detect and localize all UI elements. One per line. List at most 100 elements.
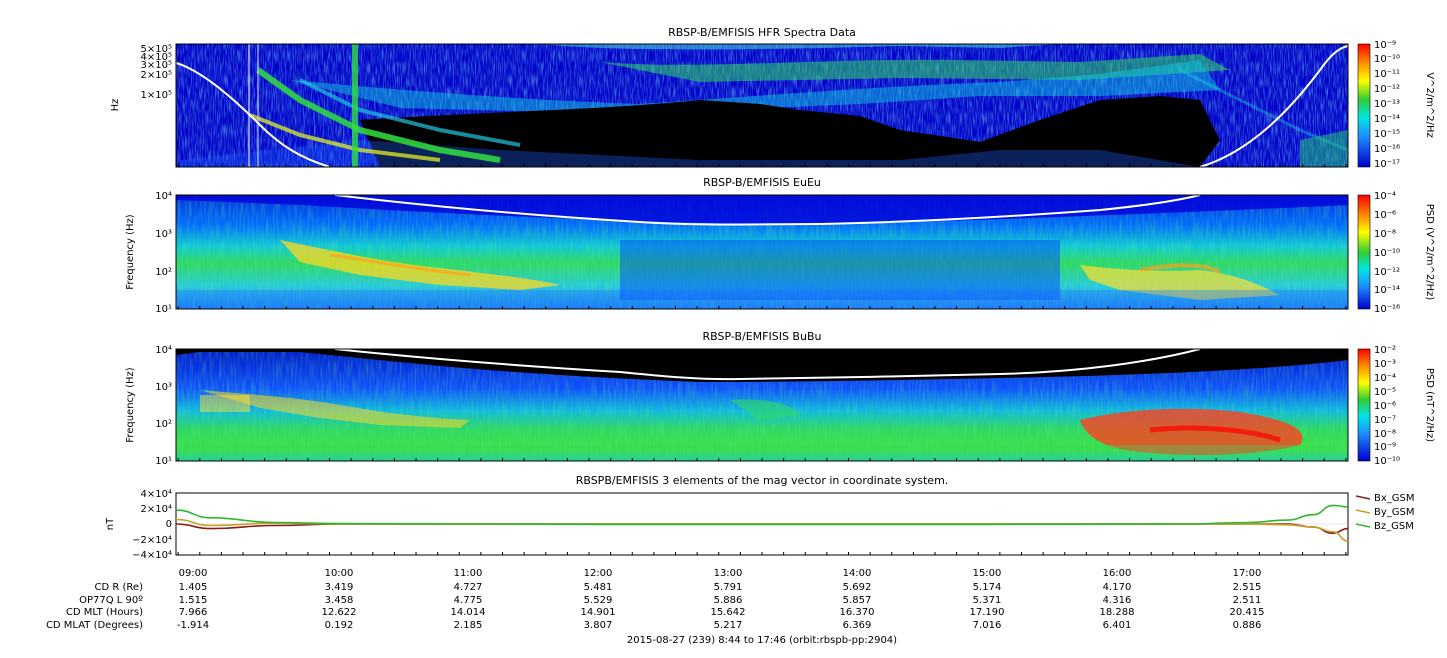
- mag-ytick: −2×10⁴: [132, 535, 172, 546]
- bu-ytick: 10¹: [155, 456, 172, 467]
- mag-ytick: 0: [166, 519, 172, 530]
- series-line-bz-gsm: [175, 504, 1349, 526]
- eph-value: 4.727: [454, 582, 483, 593]
- mag-ytick: 2×10⁴: [141, 504, 172, 515]
- bu-plasma-line: [334, 349, 1201, 381]
- eph-value: 6.401: [1103, 620, 1132, 631]
- eph-value: 5.529: [584, 595, 613, 606]
- hfr-ytick: 2×10⁵: [141, 70, 172, 81]
- eph-value: 3.458: [325, 595, 354, 606]
- bu-ytick: 10³: [155, 382, 172, 393]
- bu-cbar-tick: 10⁻²: [1374, 345, 1396, 356]
- eu-cbar-tick: 10⁻¹⁶: [1374, 304, 1400, 315]
- eph-value: 20.415: [1230, 607, 1265, 618]
- hfr-title: RBSP-B/EMFISIS HFR Spectra Data: [668, 26, 856, 39]
- eu-cbar-tick: 10⁻¹⁰: [1374, 248, 1400, 259]
- panel-mag: RBSPB/EMFISIS 3 elements of the mag vect…: [105, 474, 1415, 561]
- eph-value: 0.886: [1233, 620, 1262, 631]
- legend-bx: Bx_GSM: [1374, 493, 1415, 504]
- eu-cbar-tick: 10⁻¹²: [1374, 267, 1400, 278]
- eph-value: 14.014: [451, 607, 486, 618]
- eu-spectrogram: [176, 195, 1348, 309]
- legend-bz: Bz_GSM: [1374, 521, 1414, 532]
- eph-value: 18.288: [1100, 607, 1135, 618]
- x-tick-label: 11:00: [454, 568, 483, 579]
- eph-value: 16.370: [840, 607, 875, 618]
- legend-by: By_GSM: [1374, 507, 1415, 518]
- bu-colorbar: 10⁻² 10⁻³ 10⁻⁴ 10⁻⁵ 10⁻⁶ 10⁻⁷ 10⁻⁸ 10⁻⁹ …: [1357, 345, 1435, 467]
- eph-value: -1.914: [177, 620, 209, 631]
- ephemeris-row-mlt: 7.966 12.622 14.014 14.901 15.642 16.370…: [179, 607, 1265, 618]
- bu-cbar-tick: 10⁻⁴: [1374, 373, 1396, 384]
- hfr-ytick: 1×10⁵: [141, 90, 172, 101]
- eph-row-label: CD MLAT (Degrees): [46, 620, 143, 631]
- eph-value: 12.622: [322, 607, 357, 618]
- hfr-cbar-tick: 10⁻¹¹: [1374, 69, 1400, 80]
- x-tick-label: 13:00: [714, 568, 743, 579]
- bu-ytick: 10⁴: [155, 345, 172, 356]
- eph-row-label: OP77Q L 90º: [79, 595, 143, 606]
- panel-bubu: RBSP-B/EMFISIS BuBu Frequency (Hz) 10⁴ 1…: [125, 330, 1435, 467]
- panel-hfr: RBSP-B/EMFISIS HFR Spectra Data Hz 5×10⁵…: [110, 26, 1435, 170]
- bu-y-axis: Frequency (Hz) 10⁴ 10³ 10² 10¹: [125, 345, 172, 467]
- eph-row-label: CD MLT (Hours): [66, 607, 143, 618]
- eph-value: 0.192: [325, 620, 354, 631]
- hfr-colorbar: 10⁻⁹ 10⁻¹⁰ 10⁻¹¹ 10⁻¹² 10⁻¹³ 10⁻¹⁴ 10⁻¹⁵…: [1357, 40, 1435, 170]
- hfr-cbar-tick: 10⁻¹³: [1374, 99, 1400, 110]
- eph-value: 14.901: [581, 607, 616, 618]
- eu-y-axis: Frequency (Hz) 10⁴ 10³ 10² 10¹: [125, 191, 172, 315]
- x-tick-label: 15:00: [973, 568, 1002, 579]
- hfr-cbar-tick: 10⁻¹⁶: [1374, 144, 1400, 155]
- time-ticks: [177, 164, 1347, 555]
- hfr-cbar-tick: 10⁻⁹: [1374, 40, 1396, 51]
- x-tick-label: 10:00: [325, 568, 354, 579]
- eu-title: RBSP-B/EMFISIS EuEu: [703, 176, 821, 189]
- ephemeris-row-r: 1.405 3.419 4.727 5.481 5.791 5.692 5.17…: [179, 582, 1262, 593]
- eu-ytick: 10⁴: [155, 191, 172, 202]
- panel-eueu: RBSP-B/EMFISIS EuEu Frequency (Hz) 10⁴ 1…: [125, 176, 1435, 315]
- eph-value: 5.371: [973, 595, 1002, 606]
- eph-value: 5.217: [714, 620, 743, 631]
- x-tick-label: 09:00: [179, 568, 208, 579]
- eph-row-label: CD R (Re): [95, 582, 144, 593]
- hfr-ytick: 4×10⁵: [141, 52, 172, 63]
- eu-ytick: 10¹: [155, 304, 172, 315]
- bu-ylabel: Frequency (Hz): [125, 367, 136, 443]
- mag-ytick: −4×10⁴: [132, 550, 172, 561]
- ephemeris-labels: CD R (Re) OP77Q L 90º CD MLT (Hours) CD …: [46, 582, 143, 631]
- mag-series-layer: [175, 504, 1349, 542]
- x-tick-label: 17:00: [1233, 568, 1262, 579]
- eph-value: 1.405: [179, 582, 208, 593]
- eph-value: 2.185: [454, 620, 483, 631]
- eph-value: 5.481: [584, 582, 613, 593]
- bu-cbar-tick: 10⁻⁹: [1374, 442, 1396, 453]
- x-tick-label: 14:00: [843, 568, 872, 579]
- eu-cbar-tick: 10⁻⁴: [1374, 191, 1396, 202]
- eph-value: 5.692: [843, 582, 872, 593]
- bu-cbar-tick: 10⁻¹⁰: [1374, 456, 1400, 467]
- eu-cbar-label: PSD (V^2/m^2/Hz): [1424, 204, 1435, 301]
- mag-title: RBSPB/EMFISIS 3 elements of the mag vect…: [576, 474, 949, 487]
- ephemeris-row-mlat: -1.914 0.192 2.185 3.807 5.217 6.369 7.0…: [177, 620, 1261, 631]
- eu-colorbar: 10⁻⁴ 10⁻⁶ 10⁻⁸ 10⁻¹⁰ 10⁻¹² 10⁻¹⁴ 10⁻¹⁶ P…: [1357, 191, 1435, 315]
- eph-value: 2.511: [1233, 595, 1262, 606]
- eph-value: 3.807: [584, 620, 613, 631]
- eph-value: 5.886: [714, 595, 743, 606]
- eph-value: 6.369: [843, 620, 872, 631]
- bu-ytick: 10²: [155, 419, 172, 430]
- hfr-ylabel: Hz: [110, 99, 121, 112]
- bu-cbar-tick: 10⁻⁷: [1374, 415, 1396, 426]
- hfr-spectrogram: [176, 44, 1348, 167]
- bu-cbar-tick: 10⁻⁶: [1374, 401, 1396, 412]
- hfr-cbar-tick: 10⁻¹⁵: [1374, 129, 1400, 140]
- x-axis-labels: 09:00 10:00 11:00 12:00 13:00 14:00 15:0…: [179, 568, 1262, 579]
- ephemeris-row-l: 1.515 3.458 4.775 5.529 5.886 5.857 5.37…: [179, 595, 1262, 606]
- eph-value: 4.316: [1103, 595, 1132, 606]
- eph-value: 3.419: [325, 582, 354, 593]
- hfr-cbar-tick: 10⁻¹⁴: [1374, 114, 1400, 125]
- mag-ytick: 4×10⁴: [141, 489, 172, 500]
- eph-value: 1.515: [179, 595, 208, 606]
- hfr-plasma-line: [176, 62, 331, 167]
- hfr-cbar-tick: 10⁻¹⁷: [1374, 159, 1400, 170]
